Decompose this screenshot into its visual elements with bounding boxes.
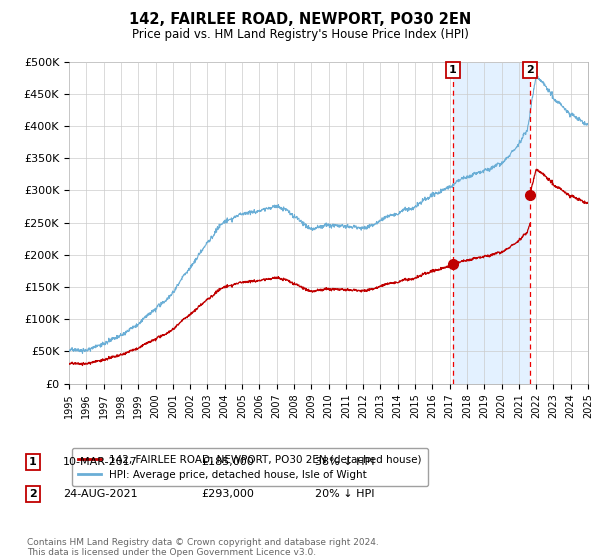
Text: Contains HM Land Registry data © Crown copyright and database right 2024.
This d: Contains HM Land Registry data © Crown c… xyxy=(27,538,379,557)
Text: 38% ↓ HPI: 38% ↓ HPI xyxy=(315,457,374,467)
Text: Price paid vs. HM Land Registry's House Price Index (HPI): Price paid vs. HM Land Registry's House … xyxy=(131,28,469,41)
Text: 20% ↓ HPI: 20% ↓ HPI xyxy=(315,489,374,499)
Legend: 142, FAIRLEE ROAD, NEWPORT, PO30 2EN (detached house), HPI: Average price, detac: 142, FAIRLEE ROAD, NEWPORT, PO30 2EN (de… xyxy=(71,449,428,486)
Text: £293,000: £293,000 xyxy=(201,489,254,499)
Text: £185,000: £185,000 xyxy=(201,457,254,467)
Text: 10-MAR-2017: 10-MAR-2017 xyxy=(63,457,138,467)
Bar xyxy=(453,62,530,384)
Text: 2: 2 xyxy=(29,489,37,499)
Text: 1: 1 xyxy=(29,457,37,467)
Text: 142, FAIRLEE ROAD, NEWPORT, PO30 2EN: 142, FAIRLEE ROAD, NEWPORT, PO30 2EN xyxy=(129,12,471,27)
Text: 1: 1 xyxy=(449,65,457,75)
Text: 24-AUG-2021: 24-AUG-2021 xyxy=(63,489,137,499)
Text: 2: 2 xyxy=(526,65,534,75)
